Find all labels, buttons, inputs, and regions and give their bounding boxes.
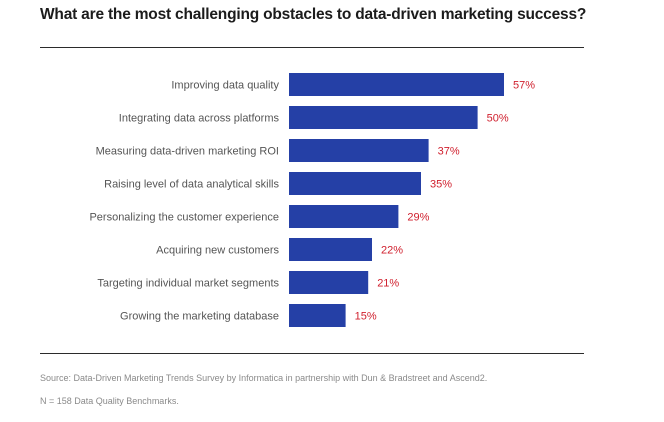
chart-title: What are the most challenging obstacles … bbox=[40, 6, 587, 23]
value-label-personalizing-the-customer-experience: 29% bbox=[407, 212, 429, 224]
source-note: Source: Data-Driven Marketing Trends Sur… bbox=[40, 373, 488, 383]
value-label-targeting-individual-market-segments: 21% bbox=[377, 278, 399, 290]
value-label-improving-data-quality: 57% bbox=[513, 80, 535, 92]
value-label-acquiring-new-customers: 22% bbox=[381, 245, 403, 257]
sample-size-note: N = 158 Data Quality Benchmarks. bbox=[40, 396, 179, 406]
bottom-divider bbox=[40, 353, 584, 354]
bar-improving-data-quality bbox=[289, 73, 504, 96]
bar-acquiring-new-customers bbox=[289, 238, 372, 261]
bar-targeting-individual-market-segments bbox=[289, 271, 369, 294]
category-label-raising-level-of-data-analytical-skills: Raising level of data analytical skills bbox=[104, 179, 279, 191]
bar-integrating-data-across-platforms bbox=[289, 106, 478, 129]
top-divider bbox=[40, 47, 584, 48]
category-label-measuring-data-driven-marketing-roi: Measuring data-driven marketing ROI bbox=[96, 146, 279, 158]
category-label-acquiring-new-customers: Acquiring new customers bbox=[156, 245, 279, 257]
bar-raising-level-of-data-analytical-skills bbox=[289, 172, 421, 195]
category-label-growing-the-marketing-database: Growing the marketing database bbox=[120, 311, 279, 323]
bar-growing-the-marketing-database bbox=[289, 304, 346, 327]
bar-personalizing-the-customer-experience bbox=[289, 205, 399, 228]
value-label-integrating-data-across-platforms: 50% bbox=[487, 113, 509, 125]
category-label-improving-data-quality: Improving data quality bbox=[171, 80, 279, 92]
bar-measuring-data-driven-marketing-roi bbox=[289, 139, 429, 162]
value-label-growing-the-marketing-database: 15% bbox=[355, 311, 377, 323]
category-label-personalizing-the-customer-experience: Personalizing the customer experience bbox=[89, 212, 279, 224]
value-label-raising-level-of-data-analytical-skills: 35% bbox=[430, 179, 452, 191]
category-label-integrating-data-across-platforms: Integrating data across platforms bbox=[119, 113, 280, 125]
category-label-targeting-individual-market-segments: Targeting individual market segments bbox=[97, 278, 279, 290]
value-label-measuring-data-driven-marketing-roi: 37% bbox=[438, 146, 460, 158]
